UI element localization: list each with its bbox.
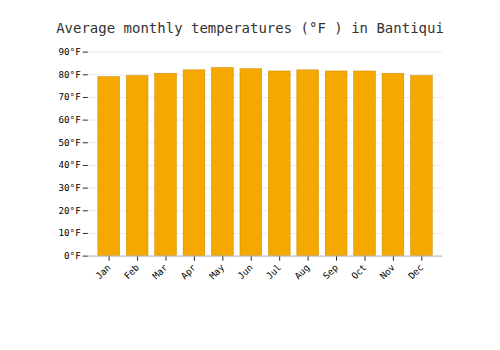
svg-text:90°F: 90°F [59, 46, 81, 57]
svg-text:10°F: 10°F [59, 227, 81, 238]
svg-text:Mar: Mar [150, 261, 170, 281]
svg-text:Dec: Dec [406, 262, 426, 282]
svg-text:70°F: 70°F [59, 91, 81, 102]
svg-text:Jul: Jul [264, 262, 284, 282]
svg-text:Aug: Aug [292, 262, 312, 282]
svg-text:Apr: Apr [178, 261, 198, 281]
svg-text:20°F: 20°F [59, 205, 81, 216]
svg-text:Jan: Jan [93, 262, 113, 282]
svg-text:0°F: 0°F [64, 250, 81, 261]
html-text:Average monthly temperatures (: Average monthly temperatures (°F ) in Ba… [56, 20, 444, 36]
svg-text:80°F: 80°F [59, 69, 81, 80]
svg-text:60°F: 60°F [59, 114, 81, 125]
svg-text:Jun: Jun [235, 262, 255, 282]
svg-text:Feb: Feb [122, 262, 142, 282]
svg-text:Nov: Nov [377, 261, 397, 281]
svg-text:Oct: Oct [349, 262, 369, 282]
svg-text:40°F: 40°F [59, 159, 81, 170]
svg-text:Sep: Sep [321, 262, 341, 282]
svg-text:May: May [207, 261, 227, 281]
svg-text:50°F: 50°F [59, 137, 81, 148]
svg-text:30°F: 30°F [59, 182, 81, 193]
